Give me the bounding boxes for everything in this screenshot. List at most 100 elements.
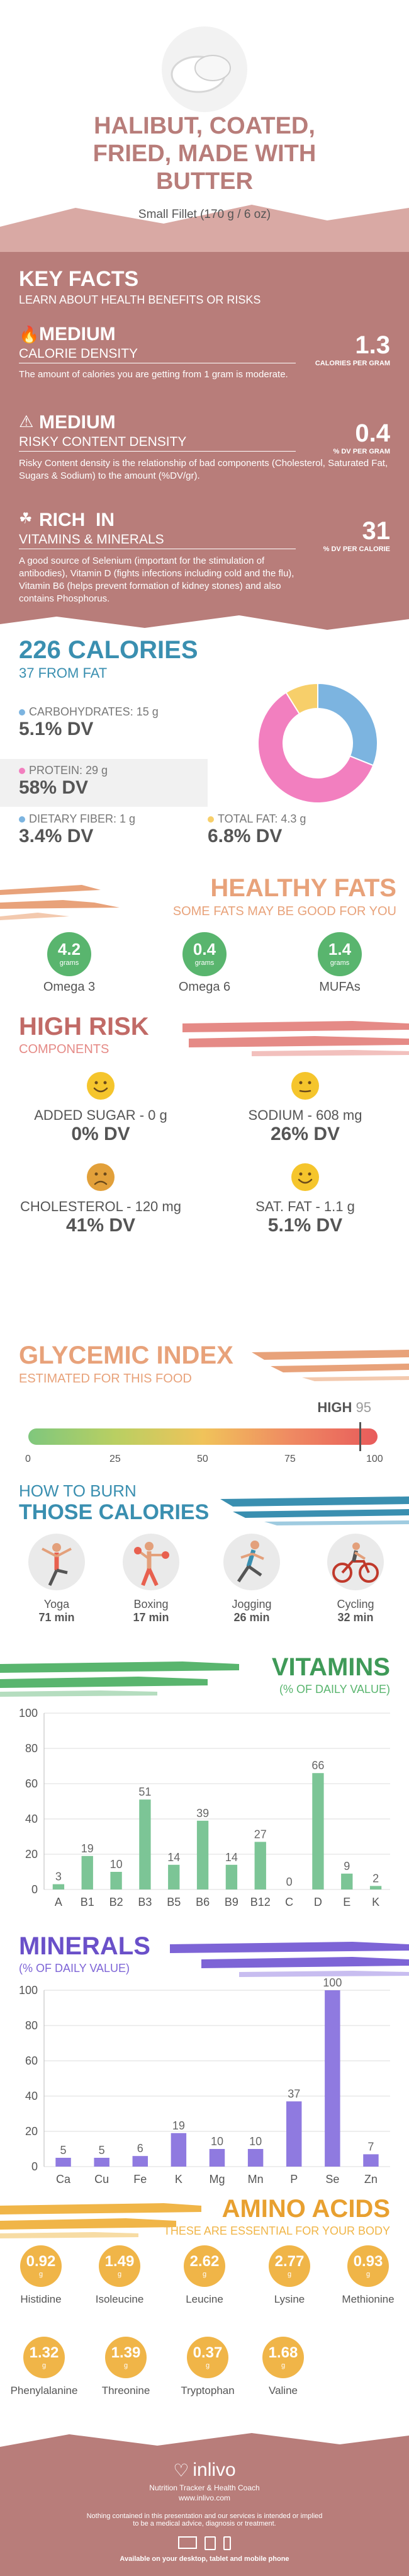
omega6-label: Omega 6	[178, 980, 231, 994]
isoleucine-value: 1.49	[104, 2253, 135, 2270]
threonine-item: 1.39 g Threonine	[88, 2337, 164, 2397]
mineral-bar-Cu	[94, 2158, 109, 2167]
boxing-time: 17 min	[133, 1611, 169, 1624]
amino-list: 0.92 g Histidine 1.49 g Isoleucine 2.62 g L…	[0, 2245, 409, 2428]
vitamin-bar-B5	[168, 1864, 180, 1889]
gi-tick: 75	[284, 1454, 296, 1464]
mineral-value-label: 10	[249, 2135, 262, 2148]
glycemic-scale-bar	[28, 1428, 378, 1445]
calorie-density-unit: CALORIES PER GRAM	[315, 360, 390, 367]
vitamins-minerals-level: RICH IN	[39, 510, 115, 530]
header-decoration	[0, 26, 409, 258]
serving-size: Small Fillet (170 g / 6 oz)	[138, 208, 271, 221]
vitamins-minerals-card: ☘ RICH IN VITAMINS & MINERALS 31 % DV PE…	[0, 501, 409, 608]
valine-badge: 1.68 g	[262, 2337, 304, 2378]
device-icons	[0, 2536, 409, 2550]
vitamins-subtitle: (% OF DAILY VALUE)	[279, 1683, 390, 1695]
vitamin-category-label: B3	[138, 1896, 152, 1908]
fiber-dv: 3.4% DV	[19, 826, 94, 846]
fat-dot	[208, 816, 214, 823]
fat-dv: 6.8% DV	[208, 826, 283, 846]
calories-section: 226 CALORIES 37 FROM FAT CARBOHYDRATES: …	[0, 630, 409, 857]
vitamin-bar-B6	[196, 1820, 209, 1889]
gi-tick: 0	[25, 1454, 31, 1464]
vitamin-ytick-label: 20	[25, 1848, 38, 1861]
footer-url[interactable]: www.inlivo.com	[178, 2493, 231, 2502]
glycemic-ticks: 0 25 50 75 100	[0, 1454, 409, 1473]
header-section: HALIBUT, COATED, FRIED, MADE WITH BUTTER…	[0, 0, 409, 258]
yoga-item: Yoga 71 min	[16, 1534, 98, 1624]
boxing-icon	[123, 1534, 179, 1590]
title-line-3: BUTTER	[155, 168, 254, 195]
vitamin-value-label: 27	[254, 1828, 267, 1840]
footer: ♡ inlivo Nutrition Tracker & Health Coac…	[0, 2452, 409, 2576]
tryptophan-item: 0.37 g Tryptophan	[170, 2337, 245, 2397]
tryptophan-unit: g	[205, 2362, 210, 2369]
footer-brand-row: ♡ inlivo	[0, 2459, 409, 2481]
healthy-fats-list: 4.2 grams Omega 3 0.4 grams Omega 6 1.4 …	[0, 932, 409, 1008]
omega6-unit: grams	[194, 959, 215, 967]
footer-tagline: Nutrition Tracker & Health Coach	[149, 2483, 260, 2492]
mineral-bar-Mg	[209, 2149, 225, 2167]
mineral-value-label: 19	[172, 2119, 185, 2132]
jogging-item: Jogging 26 min	[211, 1534, 293, 1624]
mufas-value: 1.4	[328, 940, 352, 959]
mineral-category-label: Se	[325, 2173, 339, 2186]
mineral-bar-K	[171, 2133, 187, 2167]
vitamin-value-label: 14	[167, 1851, 180, 1864]
vitamin-ytick-label: 40	[25, 1813, 38, 1825]
vitamin-value-label: 14	[225, 1851, 238, 1864]
mineral-bar-Fe	[132, 2156, 148, 2167]
leucine-value: 2.62	[189, 2253, 220, 2270]
jogging-icon	[223, 1534, 280, 1590]
boxing-name: Boxing	[133, 1598, 169, 1610]
vitamin-bar-K	[369, 1886, 382, 1889]
lysine-badge: 2.77 g	[269, 2245, 310, 2287]
cholesterol-item: CHOLESTEROL - 120 mg 41% DV	[6, 1162, 195, 1236]
protein-dv: 58% DV	[19, 777, 89, 798]
leucine-badge: 2.62 g	[184, 2245, 225, 2287]
carbs-label: CARBOHYDRATES: 15 g	[29, 705, 159, 718]
phone-icon	[223, 2536, 231, 2550]
mufas-label: MUFAs	[319, 980, 361, 994]
high-risk-banner	[182, 1021, 409, 1056]
vitamins-chart: 0204060801003A19B110B251B314B539B614B927…	[19, 1707, 390, 1908]
heart-logo-icon: ♡	[173, 2460, 189, 2480]
methionine-unit: g	[366, 2271, 371, 2278]
vitamin-bar-E	[341, 1873, 353, 1889]
key-facts-wave	[0, 608, 409, 630]
donut-slice-fat	[285, 682, 318, 715]
isoleucine-badge: 1.49 g	[99, 2245, 140, 2287]
healthy-fats-subtitle: SOME FATS MAY BE GOOD FOR YOU	[172, 904, 396, 918]
added-sugar-item: ADDED SUGAR - 0 g 0% DV	[6, 1071, 195, 1145]
phenylalanine-value: 1.32	[29, 2344, 59, 2361]
glycemic-value: 95	[356, 1399, 371, 1415]
key-facts-title: KEY FACTS	[19, 267, 139, 291]
mufas-badge: 1.4 grams	[318, 932, 362, 976]
vitamins-minerals-label: VITAMINS & MINERALS	[19, 532, 164, 547]
vitamin-ytick-label: 100	[19, 1707, 38, 1719]
mineral-value-label: 37	[288, 2087, 300, 2100]
vitamin-ytick-label: 0	[31, 1883, 38, 1896]
threonine-unit: g	[123, 2362, 128, 2369]
protein-block: PROTEIN: 29 g 58% DV	[0, 759, 208, 807]
amino-subtitle: THESE ARE ESSENTIAL FOR YOUR BODY	[163, 2225, 390, 2237]
mineral-value-label: 5	[60, 2144, 67, 2157]
omega3-unit: grams	[59, 959, 79, 967]
mineral-bar-Zn	[363, 2154, 379, 2167]
leucine-unit: g	[202, 2271, 207, 2278]
glycemic-marker	[359, 1422, 362, 1451]
vitamin-value-label: 66	[311, 1759, 324, 1772]
healthy-fats-title: HEALTHY FATS	[210, 874, 396, 902]
vitamin-category-label: K	[372, 1896, 379, 1908]
fiber-block: DIETARY FIBER: 1 g 3.4% DV	[19, 812, 135, 847]
calorie-density-value: 1.3	[355, 331, 390, 359]
mineral-value-label: 7	[367, 2140, 374, 2153]
vitamin-category-label: B12	[250, 1896, 271, 1908]
mineral-category-label: K	[175, 2173, 182, 2186]
cholesterol-label: CHOLESTEROL - 120 mg	[20, 1199, 181, 1214]
threonine-label: Threonine	[101, 2385, 150, 2396]
isoleucine-label: Isoleucine	[95, 2293, 144, 2305]
sad-face-icon	[86, 1162, 116, 1192]
mineral-bar-Mn	[247, 2149, 264, 2167]
